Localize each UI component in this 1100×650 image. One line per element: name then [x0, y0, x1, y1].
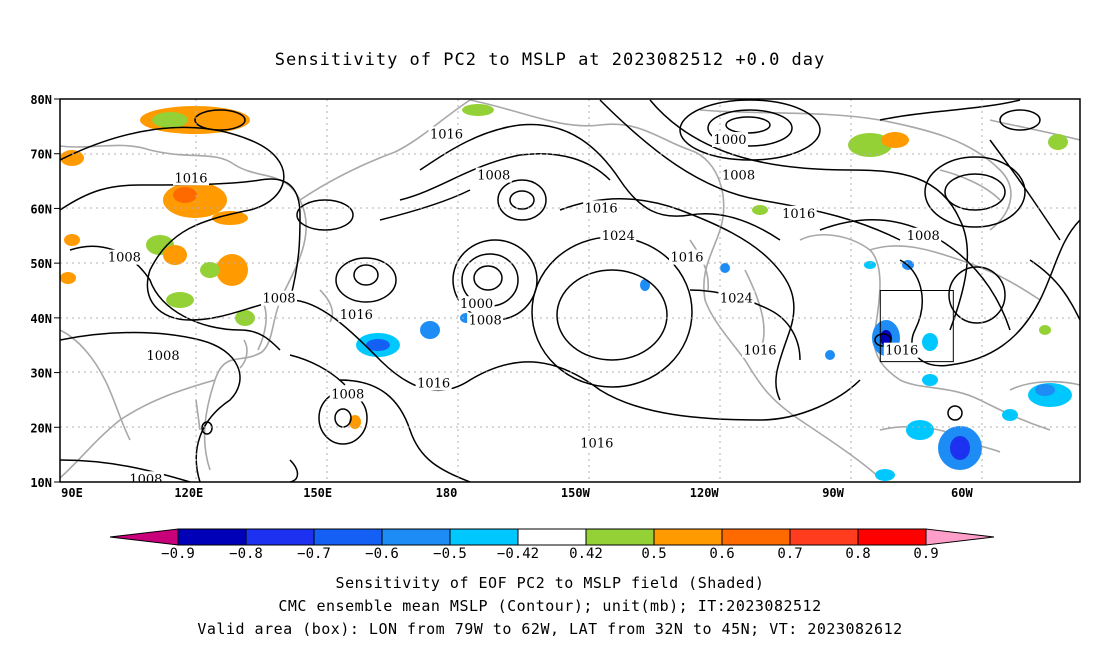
legend-swatch — [177, 528, 247, 546]
legend-tick-label: 0.6 — [709, 546, 734, 562]
contour-label-bg — [780, 205, 817, 221]
contour-label-bg — [458, 296, 495, 312]
grid — [60, 99, 1080, 482]
lon-tick-label: 180 — [436, 486, 458, 500]
contour-label: 1016 — [885, 344, 918, 359]
contour-label-bg — [106, 249, 143, 265]
lat-tick-label: 60N — [30, 202, 52, 216]
legend-tick-label: −0.7 — [297, 546, 331, 562]
legend-tick-label: 0.9 — [913, 546, 938, 562]
contour-label-bg — [583, 200, 620, 216]
contour-label-bg — [600, 227, 637, 243]
legend-tick-label: 0.42 — [569, 546, 603, 562]
contour-label-bg — [127, 471, 164, 482]
axis-labels: 10N 20N 30N 40N 50N 60N 70N 80N 90E 120E 150E 180 15… — [30, 93, 973, 500]
lon-tick-label: 150W — [561, 486, 591, 500]
contour-label: 1016 — [585, 201, 618, 216]
contour-label: 1016 — [782, 207, 815, 222]
legend-tick-label: −0.8 — [229, 546, 263, 562]
color-legend: −0.9 −0.8 −0.7 −0.6 −0.5 −0.42 0.42 0.5 0.6 0.7 0.… — [109, 528, 995, 562]
contour-label: 1016 — [417, 377, 450, 392]
mslp-contours — [60, 99, 1080, 482]
map-title: Sensitivity of PC2 to MSLP at 2023082512… — [274, 50, 826, 70]
lat-tick-label: 20N — [30, 421, 52, 435]
legend-swatch — [381, 528, 451, 546]
contour-label-bg — [669, 249, 706, 265]
valid-area-box — [879, 290, 954, 363]
legend-tick-label: −0.5 — [433, 546, 467, 562]
contour-label: 1008 — [262, 292, 295, 307]
lon-tick-label: 90E — [61, 486, 83, 500]
legend-low-arrow — [109, 528, 179, 546]
contour-label: 1008 — [108, 251, 141, 266]
legend-tick-label: 0.8 — [845, 546, 870, 562]
legend-tick-label: 0.5 — [641, 546, 666, 562]
contour-label: 1016 — [580, 437, 613, 452]
contour-label-bg — [742, 342, 779, 358]
caption-line-2: CMC ensemble mean MSLP (Contour); unit(m… — [278, 597, 822, 615]
lat-tick-label: 10N — [30, 476, 52, 490]
contour-label: 1016 — [430, 128, 463, 143]
contour-label: 1008 — [129, 472, 162, 487]
contour-label-bg — [711, 132, 748, 148]
contour-label-bg — [428, 126, 465, 142]
caption-line-3: Valid area (box): LON from 79W to 62W, L… — [197, 620, 903, 638]
contour-labels: 1016 1008 1016 1000 1008 1016 1024 1016 1016 1008… — [106, 126, 942, 487]
legend-swatch — [721, 528, 791, 546]
lat-tick-label: 40N — [30, 312, 52, 326]
legend-swatch — [313, 528, 383, 546]
legend-swatch — [857, 528, 927, 546]
map-frame — [59, 98, 1081, 483]
lon-tick-label: 90W — [822, 486, 844, 500]
legend-tick-label: 0.7 — [777, 546, 802, 562]
lon-tick-label: 60W — [951, 486, 973, 500]
caption-line-1: Sensitivity of EOF PC2 to MSLP field (Sh… — [335, 574, 765, 592]
contour-label: 1016 — [174, 171, 207, 186]
lon-tick-label: 120W — [690, 486, 720, 500]
contour-label: 1000 — [460, 297, 493, 312]
legend-tick-label: −0.9 — [161, 546, 195, 562]
legend-swatch — [585, 528, 655, 546]
legend-swatch — [245, 528, 315, 546]
legend-tick-label: −0.6 — [365, 546, 399, 562]
legend-swatch — [653, 528, 723, 546]
contour-label-bg — [329, 386, 366, 402]
contour-label: 1008 — [331, 387, 364, 402]
contour-label-bg — [338, 307, 375, 323]
contour-label: 1024 — [602, 229, 635, 244]
contour-label: 1008 — [722, 169, 755, 184]
lon-tick-label: 150E — [303, 486, 332, 500]
legend-high-arrow — [925, 528, 995, 546]
legend-swatch — [517, 528, 587, 546]
legend-swatch — [789, 528, 859, 546]
contour-label: 1008 — [147, 349, 180, 364]
contour-label: 1024 — [720, 292, 753, 307]
lon-tick-label: 120E — [174, 486, 203, 500]
contour-label-bg — [172, 170, 209, 186]
lat-tick-label: 70N — [30, 148, 52, 162]
contour-label: 1000 — [713, 133, 746, 148]
contour-label: 1008 — [477, 169, 510, 184]
contour-label: 1016 — [340, 308, 373, 323]
lat-tick-label: 30N — [30, 367, 52, 381]
contour-label: 1008 — [907, 229, 940, 244]
contour-label-bg — [415, 375, 452, 391]
contour-label-bg — [905, 227, 942, 243]
contour-label-bg — [475, 167, 512, 183]
contour-label: 1008 — [469, 314, 502, 329]
contour-label-bg — [261, 290, 298, 306]
contour-label-bg — [883, 342, 920, 358]
contour-label-bg — [718, 290, 755, 306]
contour-label: 1016 — [743, 344, 776, 359]
legend-tick-label: −0.42 — [497, 546, 539, 562]
lat-tick-label: 50N — [30, 257, 52, 271]
contour-label-bg — [145, 348, 182, 364]
contour-label-bg — [467, 312, 504, 328]
contour-label-bg — [578, 435, 615, 451]
contour-label-bg — [720, 167, 757, 183]
contour-label: 1016 — [670, 251, 703, 266]
legend-swatch — [449, 528, 519, 546]
lat-tick-label: 80N — [30, 93, 52, 107]
